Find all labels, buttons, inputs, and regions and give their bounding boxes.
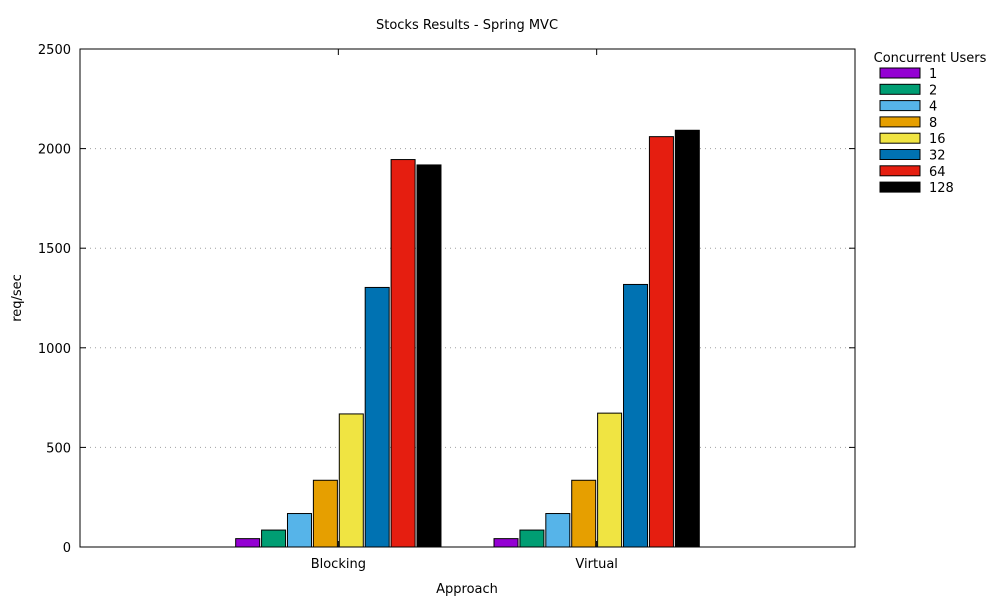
legend-label-2: 2 <box>929 83 937 98</box>
bar-blocking-64 <box>390 159 416 548</box>
bar-blocking-4 <box>286 513 312 548</box>
legend-label-8: 8 <box>929 116 937 131</box>
legend-swatch-1 <box>879 67 921 79</box>
bar-blocking-128 <box>416 164 442 548</box>
x-axis-label: Approach <box>436 582 498 597</box>
y-tick-label: 2000 <box>38 143 71 158</box>
legend-label-4: 4 <box>929 100 937 115</box>
bar-virtual-4 <box>545 513 571 548</box>
legend-swatch-4 <box>879 100 921 112</box>
bar-virtual-2 <box>519 529 545 548</box>
y-tick-label: 1000 <box>38 342 71 357</box>
legend-label-1: 1 <box>929 67 937 82</box>
bar-blocking-1 <box>235 538 261 548</box>
legend-swatch-2 <box>879 83 921 95</box>
legend-label-16: 16 <box>929 132 946 147</box>
y-tick-label: 500 <box>46 441 71 456</box>
bar-virtual-1 <box>493 538 519 548</box>
legend-swatch-64 <box>879 165 921 177</box>
bar-blocking-32 <box>364 286 390 548</box>
x-tick-label: Virtual <box>575 557 617 572</box>
bar-virtual-32 <box>623 283 649 548</box>
grid-lines <box>80 148 855 448</box>
legend-label-128: 128 <box>929 181 954 196</box>
y-tick-label: 1500 <box>38 242 71 257</box>
bars <box>235 129 700 548</box>
y-tick-label: 2500 <box>38 43 71 58</box>
y-axis: 0 500 1000 1500 2000 2500 <box>38 43 855 556</box>
legend-title: Concurrent Users <box>874 51 987 66</box>
bar-virtual-128 <box>674 129 700 548</box>
legend-label-32: 32 <box>929 149 946 164</box>
legend-swatch-32 <box>879 149 921 160</box>
plot-border <box>79 48 856 548</box>
x-axis: Blocking Virtual <box>311 49 618 572</box>
y-tick-label: 0 <box>63 541 71 556</box>
chart-title: Stocks Results - Spring MVC <box>376 18 558 33</box>
legend-swatch-8 <box>879 116 921 128</box>
bar-blocking-2 <box>261 529 287 548</box>
x-tick-label: Blocking <box>311 557 366 572</box>
legend-label-64: 64 <box>929 165 946 180</box>
legend-swatch-16 <box>879 132 921 144</box>
bar-blocking-8 <box>312 479 338 548</box>
bar-blocking-16 <box>338 413 364 548</box>
legend-swatch-128 <box>879 181 921 193</box>
bar-virtual-64 <box>648 136 674 548</box>
bar-virtual-8 <box>571 479 597 548</box>
bar-virtual-16 <box>597 412 623 548</box>
y-axis-label: req/sec <box>10 274 25 322</box>
